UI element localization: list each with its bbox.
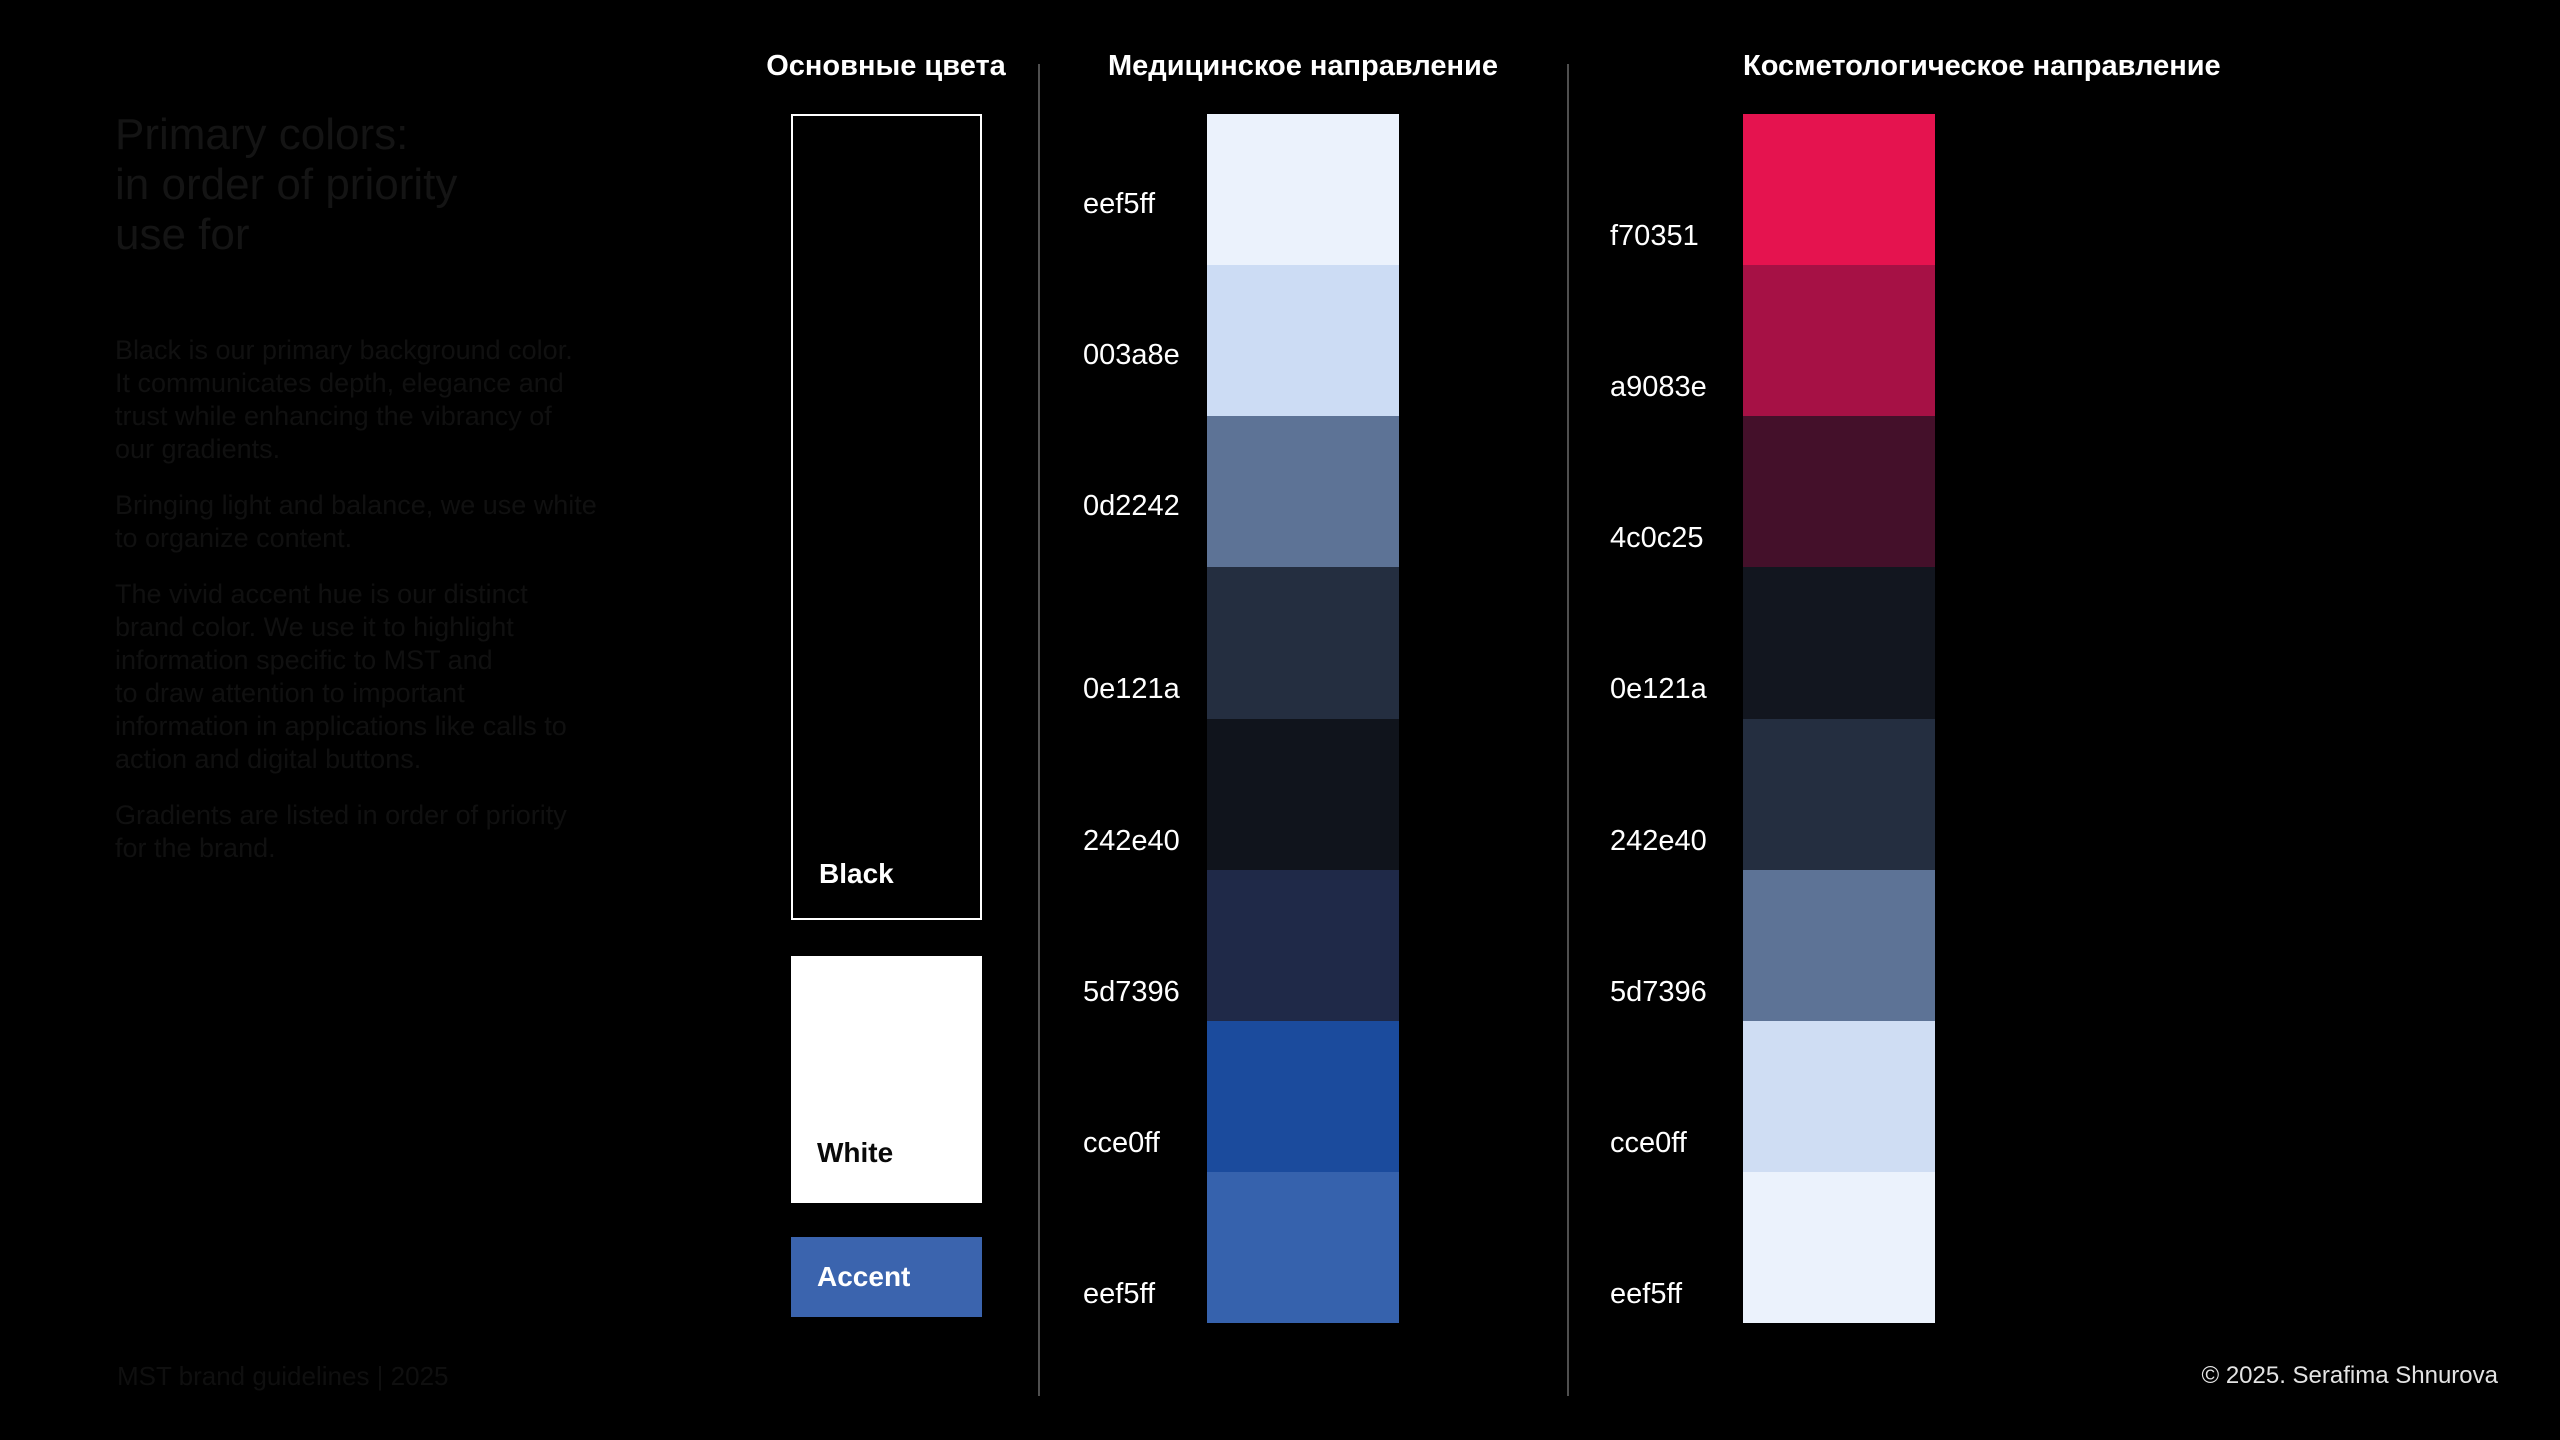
swatch-row: 242e40	[1610, 718, 1935, 870]
intro-paragraphs: Black is our primary background color. I…	[115, 334, 655, 888]
cosmetology-direction-header: Косметологическое направление	[1743, 50, 2221, 82]
medical-swatch-stack: eef5ff 003a8e 0d2242 0e121a 242e40	[1083, 114, 1399, 1323]
primary-colors-header: Основные цвета	[766, 50, 1006, 82]
swatch-hex-label: a9083e	[1610, 371, 1707, 404]
swatch-hex-label: 003a8e	[1083, 339, 1180, 372]
swatch-row: eef5ff	[1083, 114, 1399, 266]
swatch-hex-label: 4c0c25	[1610, 522, 1704, 555]
color-swatch	[1743, 1020, 1935, 1172]
swatch-row: eef5ff	[1610, 1171, 1935, 1323]
swatch-row: a9083e	[1610, 265, 1935, 417]
color-swatch	[1743, 265, 1935, 417]
swatch-row: 5d7396	[1083, 869, 1399, 1021]
white-swatch: White	[791, 956, 982, 1203]
swatch-row: 242e40	[1083, 718, 1399, 870]
color-swatch	[1743, 567, 1935, 719]
black-swatch-label: Black	[819, 858, 894, 889]
swatch-hex-label: cce0ff	[1610, 1126, 1687, 1159]
color-swatch	[1207, 265, 1399, 417]
swatch-hex-label: 0e121a	[1083, 673, 1180, 706]
accent-swatch: Accent	[791, 1237, 982, 1317]
color-swatch	[1743, 114, 1935, 266]
color-swatch	[1207, 567, 1399, 719]
intro-paragraph: Bringing light and balance, we use white…	[115, 490, 597, 553]
color-swatch	[1207, 1020, 1399, 1172]
color-swatch	[1207, 869, 1399, 1021]
intro-paragraph: Black is our primary background color. I…	[115, 335, 573, 464]
swatch-row: 4c0c25	[1610, 416, 1935, 568]
vertical-divider	[1567, 64, 1569, 1396]
swatch-hex-label: 5d7396	[1610, 975, 1707, 1008]
color-swatch	[1743, 416, 1935, 568]
swatch-hex-label: eef5ff	[1610, 1277, 1683, 1310]
intro-paragraph: The vivid accent hue is our distinct bra…	[115, 579, 567, 774]
swatch-row: 0e121a	[1610, 567, 1935, 719]
swatch-hex-label: eef5ff	[1083, 1277, 1156, 1310]
swatch-hex-label: f70351	[1610, 220, 1699, 252]
accent-swatch-label: Accent	[817, 1261, 911, 1292]
swatch-hex-label: cce0ff	[1083, 1126, 1160, 1159]
swatch-row: 0d2242	[1083, 416, 1399, 568]
cosmetology-swatch-stack: f70351 a9083e 4c0c25 0e121a 242e40	[1610, 114, 1935, 1323]
white-swatch-label: White	[817, 1137, 894, 1168]
swatch-hex-label: 5d7396	[1083, 975, 1180, 1008]
swatch-hex-label: 0e121a	[1610, 673, 1707, 706]
swatch-hex-label: 242e40	[1610, 824, 1707, 857]
intro-paragraph: Gradients are listed in order of priorit…	[115, 800, 567, 863]
swatch-row: cce0ff	[1610, 1020, 1935, 1172]
swatch-row: 0e121a	[1083, 567, 1399, 719]
color-swatch	[1207, 416, 1399, 568]
vertical-divider	[1038, 64, 1040, 1396]
swatch-row: 003a8e	[1083, 265, 1399, 417]
swatch-hex-label: 242e40	[1083, 824, 1180, 857]
page-title: Primary colors: in order of priority use…	[115, 110, 458, 259]
swatch-row: 5d7396	[1610, 869, 1935, 1021]
color-swatch	[1743, 718, 1935, 870]
black-swatch: Black	[791, 114, 982, 920]
medical-direction-header: Медицинское направление	[1108, 50, 1498, 82]
color-swatch	[1207, 718, 1399, 870]
swatch-row: eef5ff	[1083, 1171, 1399, 1323]
color-swatch	[1207, 114, 1399, 266]
color-swatch	[1743, 1171, 1935, 1323]
swatch-row: cce0ff	[1083, 1020, 1399, 1172]
swatch-hex-label: 0d2242	[1083, 490, 1180, 523]
copyright: © 2025. Serafima Shnurova	[2201, 1362, 2498, 1389]
swatch-row: f70351	[1610, 114, 1935, 266]
footer-note: MST brand guidelines | 2025	[117, 1361, 449, 1391]
color-swatch	[1743, 869, 1935, 1021]
swatch-hex-label: eef5ff	[1083, 188, 1156, 220]
color-swatch	[1207, 1171, 1399, 1323]
